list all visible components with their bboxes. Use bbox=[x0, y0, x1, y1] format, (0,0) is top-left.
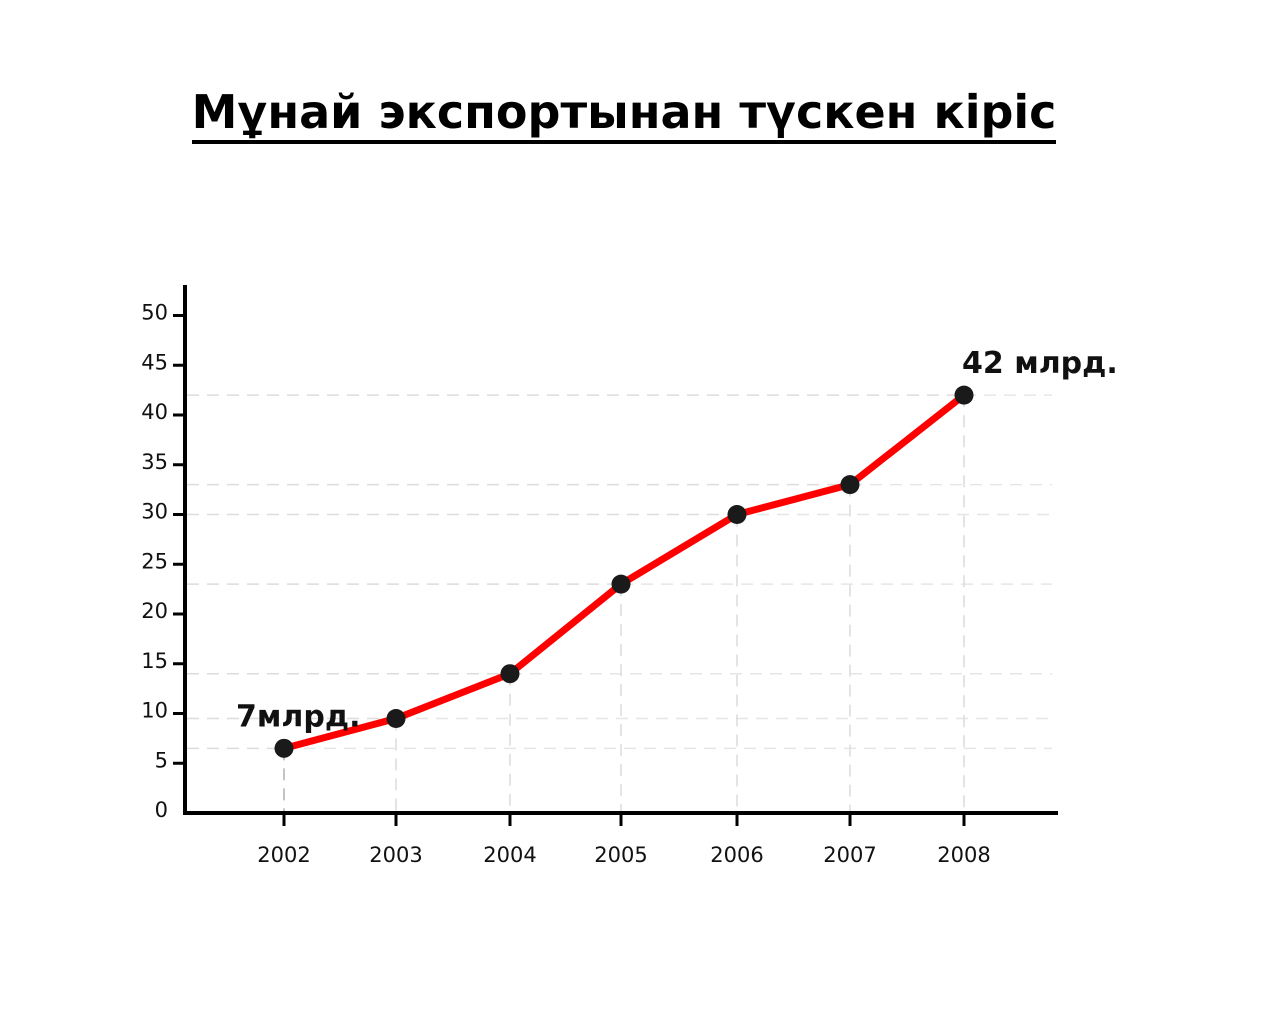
y-tick-label: 45 bbox=[141, 350, 168, 374]
x-tick-label: 2004 bbox=[483, 843, 536, 867]
y-tick-label: 30 bbox=[141, 500, 168, 524]
points-layer bbox=[274, 385, 974, 758]
y-tick-label: 0 bbox=[155, 798, 168, 822]
y-tick-label: 50 bbox=[141, 301, 168, 325]
annotation-label: 7млрд. bbox=[236, 699, 360, 734]
y-tick-label: 10 bbox=[141, 699, 168, 723]
data-point bbox=[500, 664, 520, 684]
y-tick-label: 40 bbox=[141, 400, 168, 424]
y-tick-label: 15 bbox=[141, 649, 168, 673]
data-point bbox=[386, 708, 406, 728]
series-layer bbox=[280, 391, 968, 752]
x-tick-label: 2007 bbox=[823, 843, 876, 867]
x-tick-label: 2003 bbox=[369, 843, 422, 867]
y-tick-label: 35 bbox=[141, 450, 168, 474]
data-point bbox=[274, 738, 294, 758]
annotation-label: 42 млрд. bbox=[962, 346, 1118, 381]
chart-title: Мұнай экспортынан түскен кіріс bbox=[0, 80, 1248, 144]
x-tick-label: 2006 bbox=[710, 843, 763, 867]
x-ticks: 2002 2003 2004 2005 2006 2007 2008 bbox=[257, 813, 991, 867]
chart-title-text: Мұнай экспортынан түскен кіріс bbox=[191, 84, 1057, 144]
guide-lines bbox=[187, 394, 1052, 811]
y-tick-label: 25 bbox=[141, 549, 168, 573]
series-line bbox=[280, 391, 968, 752]
annotations: 7млрд. 42 млрд. bbox=[236, 346, 1118, 734]
y-tick-label: 5 bbox=[155, 748, 168, 772]
x-tick-label: 2005 bbox=[594, 843, 647, 867]
x-tick-label: 2002 bbox=[257, 843, 310, 867]
data-point bbox=[611, 574, 631, 594]
x-tick-label: 2008 bbox=[937, 843, 990, 867]
data-point bbox=[727, 505, 747, 524]
y-tick-label: 20 bbox=[141, 599, 168, 623]
y-ticks: 0 5 10 15 20 25 30 35 40 45 50 bbox=[141, 301, 185, 822]
data-point bbox=[954, 385, 974, 405]
data-point bbox=[840, 475, 860, 495]
